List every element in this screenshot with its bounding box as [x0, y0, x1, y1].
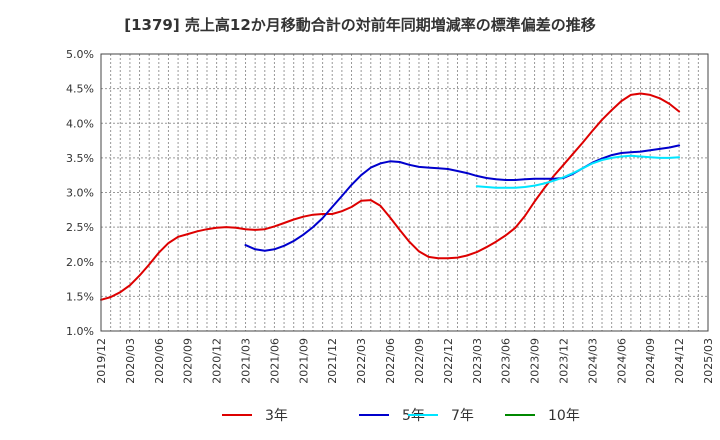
x-tick-label: 2020/12	[211, 338, 224, 384]
legend: 3年5年7年10年	[222, 408, 580, 424]
series-line-2	[475, 154, 681, 189]
x-axis: 2019/12 2020/03 2020/06 2020/09 2020/12 2021/…	[95, 338, 715, 384]
x-tick-label: 2021/06	[268, 338, 281, 384]
series-line-1	[244, 144, 681, 252]
x-tick-label: 2020/09	[182, 338, 195, 384]
x-tick-label: 2023/12	[557, 338, 570, 384]
y-tick-label: 3.5%	[66, 152, 94, 165]
x-tick-label: 2022/09	[413, 338, 426, 384]
x-tick-label: 2025/03	[702, 338, 715, 384]
y-tick-label: 1.0%	[66, 325, 94, 338]
y-tick-label: 2.0%	[66, 256, 94, 269]
y-tick-label: 4.5%	[66, 83, 94, 96]
x-tick-label: 2020/06	[153, 338, 166, 384]
legend-label-3: 10年	[548, 408, 580, 424]
plot-frame	[100, 53, 709, 332]
legend-label-0: 3年	[265, 408, 288, 424]
y-tick-label: 2.5%	[66, 221, 94, 234]
x-tick-label: 2021/09	[297, 338, 310, 384]
x-tick-label: 2024/12	[673, 338, 686, 384]
plot-series	[100, 92, 681, 301]
x-tick-label: 2019/12	[95, 338, 108, 384]
grid	[101, 53, 708, 332]
y-tick-label: 1.5%	[66, 290, 94, 303]
x-tick-label: 2022/12	[442, 338, 455, 384]
series-line-0	[100, 92, 681, 301]
x-tick-label: 2022/03	[355, 338, 368, 384]
legend-label-2: 7年	[451, 408, 474, 424]
x-tick-label: 2021/12	[326, 338, 339, 384]
x-tick-label: 2022/06	[384, 338, 397, 384]
y-tick-label: 3.0%	[66, 187, 94, 200]
x-tick-label: 2023/09	[529, 338, 542, 384]
x-tick-label: 2024/06	[615, 338, 628, 384]
chart-title: [1379] 売上高12か月移動合計の対前年同期増減率の標準偏差の推移	[124, 16, 596, 34]
y-tick-label: 5.0%	[66, 48, 94, 61]
x-tick-label: 2023/03	[471, 338, 484, 384]
x-tick-label: 2023/06	[500, 338, 513, 384]
x-tick-label: 2024/09	[644, 338, 657, 384]
x-tick-label: 2020/03	[124, 338, 137, 384]
y-axis: 1.0% 1.5% 2.0% 2.5% 3.0% 3.5% 4.0% 4.5% 5.0%	[66, 48, 94, 338]
x-tick-label: 2021/03	[240, 338, 253, 384]
y-tick-label: 4.0%	[66, 117, 94, 130]
x-tick-label: 2024/03	[586, 338, 599, 384]
